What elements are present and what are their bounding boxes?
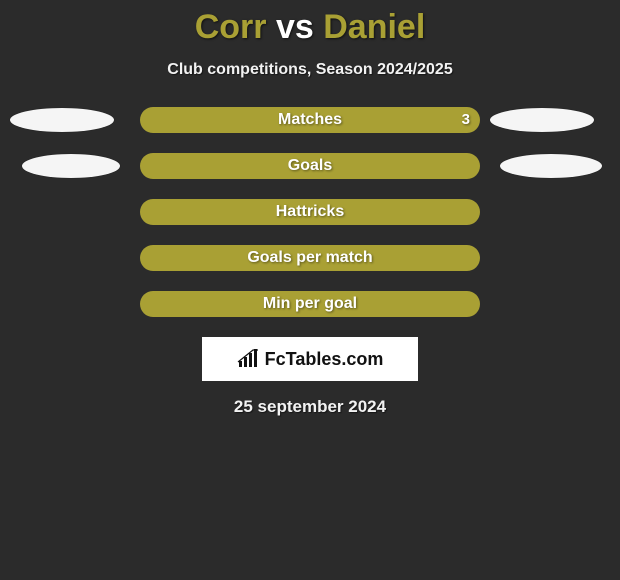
title-vs: vs — [276, 8, 314, 46]
p1-marker-ellipse — [10, 108, 114, 132]
chart-row: Hattricks — [10, 199, 610, 225]
bar-track: Goals — [140, 153, 480, 179]
chart-row: Matches3 — [10, 107, 610, 133]
bar-track: Matches3 — [140, 107, 480, 133]
comparison-chart: Matches3 Goals Hattricks Goals per match Min… — [10, 107, 610, 317]
branding-badge: FcTables.com — [202, 337, 418, 381]
p2-bar — [140, 153, 480, 179]
chart-row: Min per goal — [10, 291, 610, 317]
date-text: 25 september 2024 — [0, 397, 620, 417]
page-title: Corr vs Daniel — [0, 0, 620, 47]
p2-marker-ellipse — [490, 108, 594, 132]
bar-track: Hattricks — [140, 199, 480, 225]
title-player1: Corr — [195, 8, 267, 46]
chart-row: Goals per match — [10, 245, 610, 271]
p2-bar — [140, 107, 480, 133]
subtitle: Club competitions, Season 2024/2025 — [0, 61, 620, 79]
bar-chart-icon — [237, 349, 259, 369]
branding-text: FcTables.com — [265, 349, 384, 370]
chart-row: Goals — [10, 153, 610, 179]
bar-track: Min per goal — [140, 291, 480, 317]
p2-bar — [140, 291, 480, 317]
branding-text-rest: Tables.com — [286, 349, 384, 369]
p2-bar — [140, 245, 480, 271]
p2-marker-ellipse — [500, 154, 602, 178]
bar-track: Goals per match — [140, 245, 480, 271]
branding-text-fc: Fc — [265, 349, 286, 369]
title-player2: Daniel — [323, 8, 425, 46]
p2-bar — [140, 199, 480, 225]
p1-marker-ellipse — [22, 154, 120, 178]
